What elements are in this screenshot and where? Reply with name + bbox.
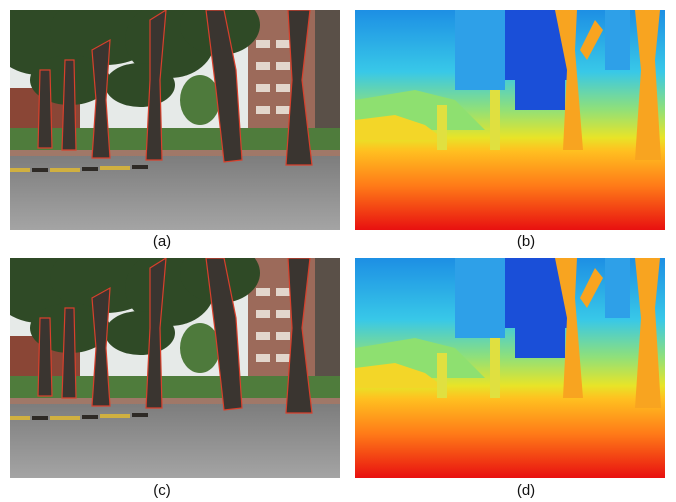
panel-c: (c) [0, 243, 340, 499]
caption: (b) [517, 233, 535, 250]
segmented-photo [0, 243, 340, 478]
caption: (c) [153, 482, 171, 499]
page: {"panels": [{"label": "(a)"}, {"label": … [0, 0, 676, 502]
depth-map [355, 258, 665, 478]
caption: (d) [517, 482, 535, 499]
depth-map [355, 10, 665, 230]
panel-a: (a) [0, 0, 340, 250]
panel-b: (b) [355, 10, 665, 250]
caption: (a) [153, 233, 171, 250]
segmented-photo [0, 0, 340, 230]
panel-d: (d) [355, 258, 665, 499]
figure: (a) (b) (c) (d) [0, 0, 676, 502]
